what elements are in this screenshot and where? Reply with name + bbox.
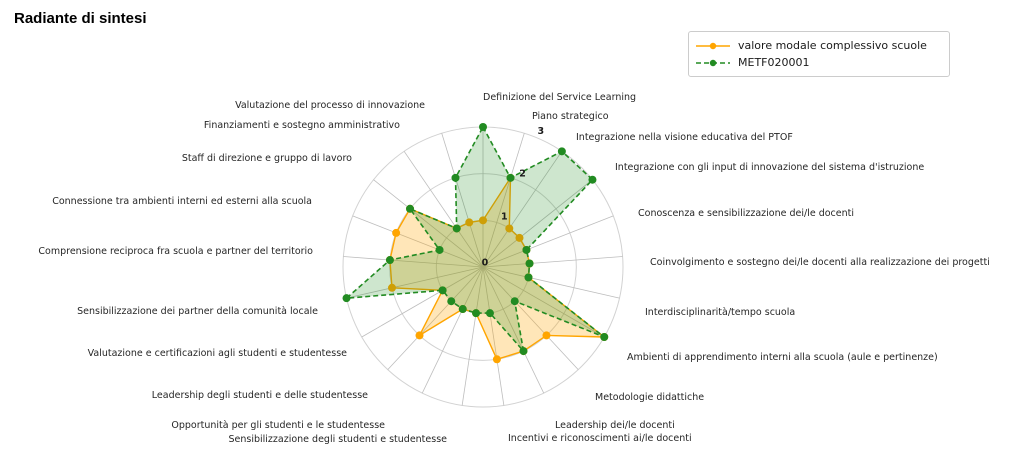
radial-tick-label: 1 <box>501 212 508 223</box>
axis-label: Sensibilizzazione dei partner della comu… <box>77 306 318 317</box>
grid-spoke <box>343 256 484 268</box>
grid-spoke <box>482 151 563 268</box>
axis-label: Interdisciplinarità/tempo scuola <box>645 307 795 318</box>
data-point <box>492 355 501 364</box>
axis-label: Integrazione nella visione educativa del… <box>576 132 793 143</box>
axis-label: Ambienti di apprendimento interni alla s… <box>627 352 938 363</box>
axis-label: Valutazione e certificazioni agli studen… <box>88 348 348 359</box>
data-point <box>510 297 519 306</box>
grid-spoke <box>482 256 623 268</box>
grid-spoke <box>482 266 620 299</box>
grid-spoke <box>482 266 579 370</box>
axis-label: Piano strategico <box>532 111 609 122</box>
series-polygon-metf <box>345 126 605 352</box>
data-point <box>519 347 528 356</box>
data-point <box>392 228 401 237</box>
data-point <box>525 259 534 268</box>
grid-spoke <box>403 151 484 268</box>
legend-label: valore modale complessivo scuole <box>738 39 927 52</box>
legend-item-modal: valore modale complessivo scuole <box>695 37 941 54</box>
grid-spoke <box>482 266 505 406</box>
data-point <box>506 173 515 182</box>
data-point <box>415 331 424 340</box>
axis-label: Finanziamenti e sostegno amministrativo <box>204 120 400 131</box>
data-point <box>451 173 460 182</box>
data-point <box>447 297 456 306</box>
radial-tick-label: 0 <box>482 257 489 268</box>
data-point <box>458 305 467 314</box>
data-point <box>452 224 461 233</box>
axis-label: Incentivi e riconoscimenti ai/le docenti <box>508 433 692 444</box>
legend-item-metf: METF020001 <box>695 54 941 71</box>
data-point <box>524 273 533 282</box>
data-point <box>438 286 447 295</box>
data-point <box>388 283 397 292</box>
grid-spoke <box>361 266 484 338</box>
grid-spoke <box>482 215 614 268</box>
data-point <box>542 331 551 340</box>
data-point <box>385 256 394 265</box>
grid-spoke <box>352 215 484 268</box>
axis-label: Conoscenza e sensibilizzazione dei/le do… <box>638 208 854 219</box>
grid-spoke <box>346 266 484 299</box>
data-point <box>522 245 531 254</box>
data-point <box>465 218 474 227</box>
data-point <box>557 147 566 156</box>
legend-label: METF020001 <box>738 56 810 69</box>
data-point <box>472 309 481 318</box>
grid-spoke <box>482 266 545 394</box>
data-point <box>479 123 487 131</box>
data-point <box>485 309 494 318</box>
axis-label: Definizione del Service Learning <box>483 92 636 103</box>
data-point <box>435 245 444 254</box>
data-point <box>479 216 487 225</box>
axis-label: Sensibilizzazione degli studenti e stude… <box>229 434 448 445</box>
grid-spoke <box>441 133 484 268</box>
data-point <box>505 224 514 233</box>
radial-tick-label: 2 <box>519 169 526 180</box>
grid-spoke <box>482 266 605 338</box>
axis-label: Metodologie didattiche <box>595 392 704 403</box>
grid-spoke <box>387 266 484 370</box>
axis-label: Staff di direzione e gruppo di lavoro <box>182 153 352 164</box>
axis-label: Connessione tra ambienti interni ed este… <box>52 196 312 207</box>
grid-spoke <box>461 266 484 406</box>
axis-label: Leadership degli studenti e delle studen… <box>152 390 368 401</box>
axis-label: Opportunità per gli studenti e le studen… <box>171 420 385 431</box>
grid-spoke <box>373 179 484 268</box>
data-point <box>515 233 524 242</box>
data-point <box>342 294 351 303</box>
data-point <box>588 175 597 184</box>
axis-label: Coinvolgimento e sostegno dei/le docenti… <box>650 257 990 268</box>
grid-spoke <box>421 266 484 394</box>
legend-orange-line-icon <box>696 42 730 49</box>
data-point <box>600 333 609 341</box>
data-point <box>406 204 415 213</box>
axis-label: Valutazione del processo di innovazione <box>235 100 425 111</box>
axis-label: Leadership dei/le docenti <box>555 420 675 431</box>
grid-spoke <box>482 179 593 268</box>
axis-label: Integrazione con gli input di innovazion… <box>615 162 924 173</box>
grid-spoke <box>482 133 525 268</box>
legend-green-dashed-line-icon <box>696 59 730 66</box>
page-title: Radiante di sintesi <box>14 10 147 27</box>
axis-label: Comprensione reciproca fra scuola e part… <box>38 246 313 257</box>
radial-tick-label: 3 <box>538 126 545 137</box>
chart-legend: valore modale complessivo scuole METF020… <box>688 31 950 77</box>
